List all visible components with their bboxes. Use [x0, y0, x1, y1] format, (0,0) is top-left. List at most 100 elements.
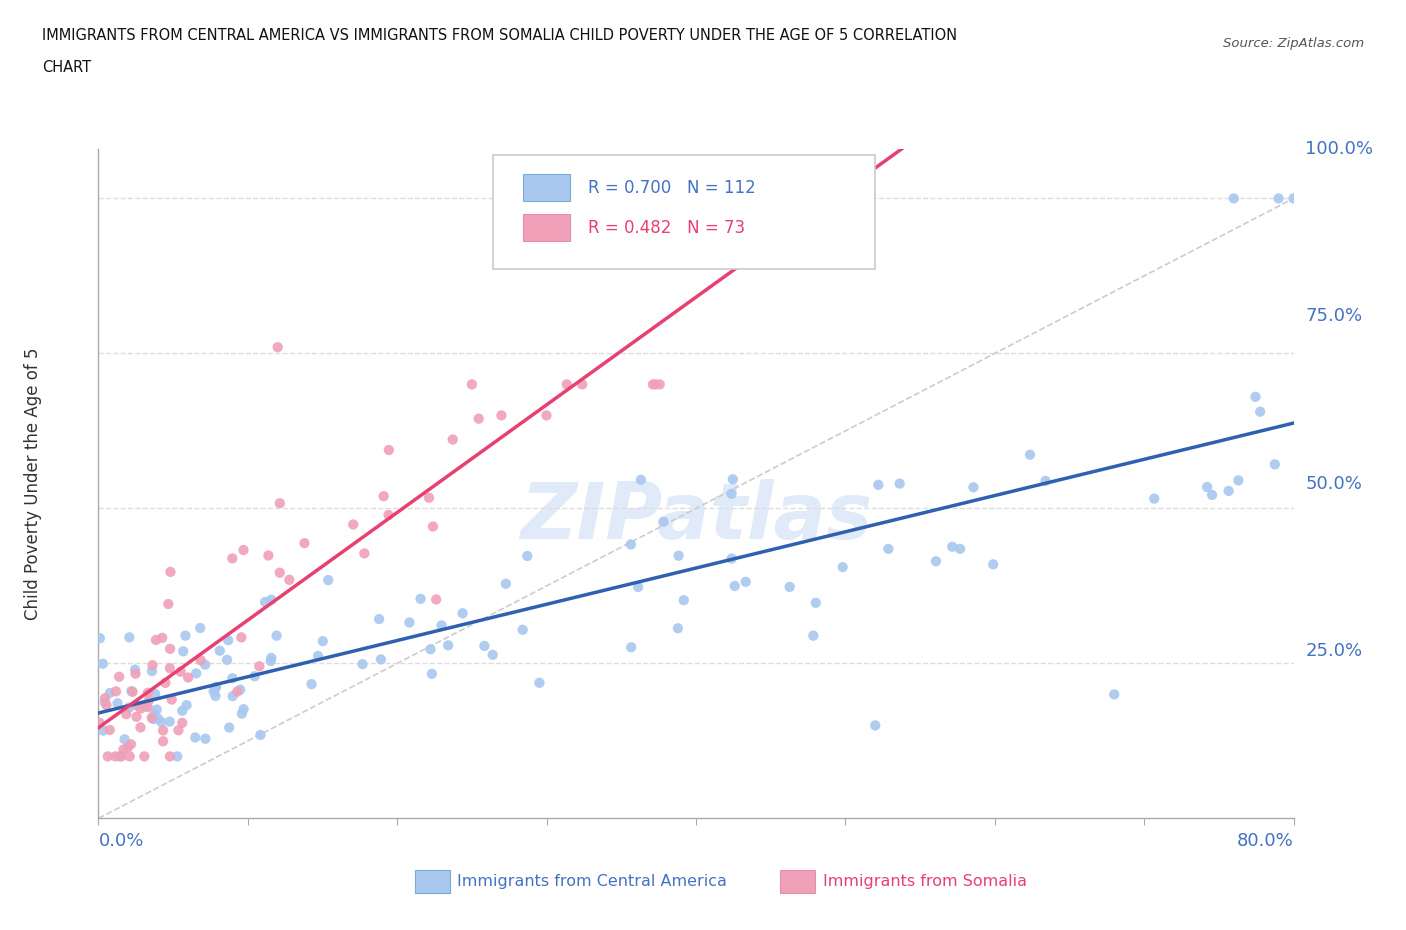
Point: [512, 622, 534, 637]
Point: [125, 710, 148, 724]
Point: [243, 669, 266, 684]
Point: [481, 647, 503, 662]
Point: [254, 594, 277, 609]
Point: [1267, 191, 1289, 206]
Text: Child Poverty Under the Age of 5: Child Poverty Under the Age of 5: [24, 347, 42, 620]
Point: [352, 657, 374, 671]
Point: [267, 339, 290, 354]
Point: [378, 443, 401, 458]
Point: [89, 631, 111, 645]
Point: [316, 573, 339, 588]
Point: [204, 681, 226, 696]
Point: [159, 642, 181, 657]
Point: [124, 666, 146, 681]
Point: [138, 693, 160, 708]
Point: [98, 685, 121, 700]
Point: [467, 411, 489, 426]
Point: [981, 557, 1004, 572]
Point: [215, 652, 238, 667]
Point: [93, 695, 115, 710]
Point: [247, 658, 270, 673]
Point: [370, 652, 392, 667]
Point: [96, 698, 118, 712]
Point: [112, 742, 135, 757]
Point: [652, 514, 675, 529]
Point: [1282, 191, 1305, 206]
Point: [672, 592, 695, 607]
Point: [1035, 473, 1057, 488]
Point: [368, 612, 391, 627]
Point: [260, 654, 283, 669]
Point: [257, 548, 280, 563]
Point: [229, 683, 252, 698]
Bar: [523, 174, 571, 201]
Point: [420, 667, 443, 682]
Point: [301, 677, 323, 692]
Point: [377, 508, 399, 523]
Point: [150, 631, 173, 645]
Point: [430, 618, 453, 632]
Point: [108, 670, 131, 684]
Point: [135, 698, 157, 713]
Point: [118, 630, 141, 644]
Point: [831, 560, 853, 575]
Point: [172, 703, 194, 718]
Point: [157, 597, 180, 612]
Text: Immigrants from Central America: Immigrants from Central America: [457, 874, 727, 889]
Point: [1244, 390, 1267, 405]
Point: [232, 542, 254, 557]
Point: [176, 698, 198, 712]
Point: [1201, 487, 1223, 502]
Point: [1223, 191, 1246, 206]
Point: [949, 541, 972, 556]
Point: [141, 658, 163, 672]
Point: [136, 685, 159, 700]
Text: R = 0.482   N = 73: R = 0.482 N = 73: [589, 219, 745, 237]
Point: [422, 519, 444, 534]
Text: 100.0%: 100.0%: [1305, 140, 1374, 158]
Bar: [523, 215, 571, 241]
Point: [202, 684, 225, 698]
FancyBboxPatch shape: [494, 155, 875, 270]
Point: [177, 671, 200, 685]
Point: [107, 696, 129, 711]
Point: [108, 749, 131, 764]
Point: [720, 486, 742, 501]
Point: [232, 702, 254, 717]
Text: CHART: CHART: [42, 60, 91, 75]
Point: [129, 701, 152, 716]
Point: [155, 675, 177, 690]
Point: [865, 718, 887, 733]
Point: [474, 638, 496, 653]
Point: [160, 692, 183, 707]
Point: [1218, 484, 1240, 498]
Point: [169, 664, 191, 679]
Point: [353, 546, 375, 561]
Point: [1019, 447, 1042, 462]
Point: [174, 628, 197, 643]
Point: [190, 653, 212, 668]
Text: 25.0%: 25.0%: [1305, 642, 1362, 660]
Text: Immigrants from Somalia: Immigrants from Somalia: [823, 874, 1026, 889]
Point: [124, 662, 146, 677]
Point: [115, 707, 138, 722]
Point: [134, 749, 156, 764]
Point: [630, 472, 652, 487]
Point: [804, 595, 827, 610]
Point: [142, 711, 165, 726]
Point: [184, 730, 207, 745]
Point: [516, 549, 538, 564]
Point: [118, 749, 141, 764]
Point: [451, 605, 474, 620]
Point: [269, 565, 291, 580]
Point: [641, 377, 664, 392]
Point: [121, 684, 143, 699]
Text: 50.0%: 50.0%: [1305, 474, 1362, 493]
Point: [644, 377, 666, 392]
Point: [536, 408, 558, 423]
Point: [114, 732, 136, 747]
Point: [877, 541, 900, 556]
Point: [218, 720, 240, 735]
Point: [132, 698, 155, 713]
Point: [159, 749, 181, 764]
